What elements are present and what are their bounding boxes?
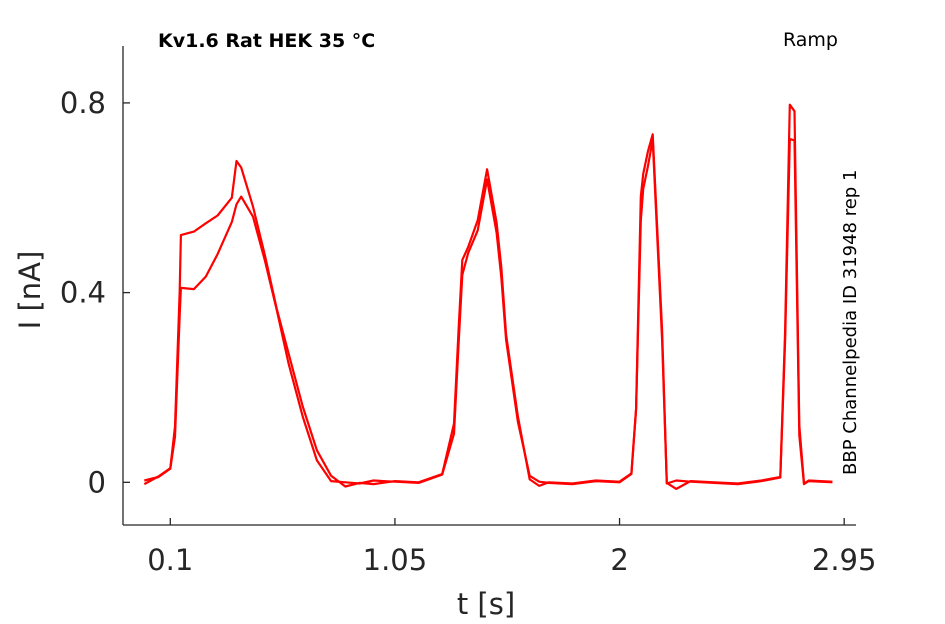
series-line-2 xyxy=(143,103,833,490)
protocol-label: Ramp xyxy=(783,29,838,51)
plot-area xyxy=(143,103,833,490)
y-axis: 0 0.4 0.8 I [nA] xyxy=(13,46,130,525)
channelpedia-id-label: BBP Channelpedia ID 31948 rep 1 xyxy=(840,170,861,475)
x-axis-title: t [s] xyxy=(457,587,515,621)
chart-title: Kv1.6 Rat HEK 35 °C xyxy=(158,30,375,52)
y-axis-title: I [nA] xyxy=(13,251,47,330)
x-tick-label: 0.1 xyxy=(147,543,193,577)
y-tick-label: 0.4 xyxy=(60,276,106,310)
y-tick-label: 0.8 xyxy=(60,86,106,120)
y-ticks: 0 0.4 0.8 xyxy=(60,86,130,499)
x-axis: 0.1 1.05 2 2.95 t [s] xyxy=(123,518,876,621)
x-tick-label: 1.05 xyxy=(363,543,428,577)
x-tick-label: 2 xyxy=(610,543,628,577)
x-tick-label: 2.95 xyxy=(812,543,877,577)
y-tick-label: 0 xyxy=(88,465,106,499)
x-ticks: 0.1 1.05 2 2.95 xyxy=(147,518,876,577)
